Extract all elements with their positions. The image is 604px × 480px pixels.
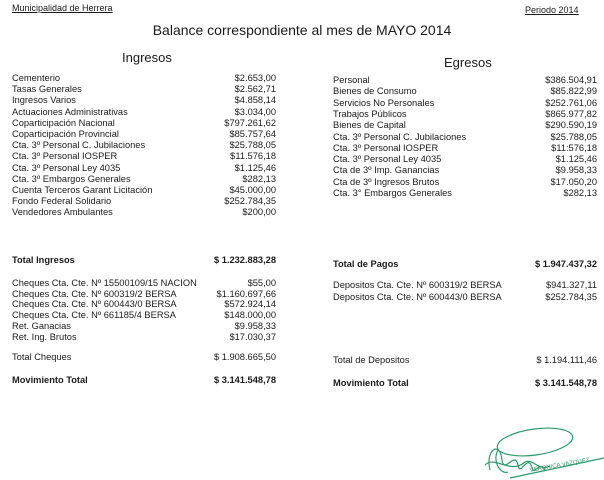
row-label: Bienes de Consumo (333, 86, 417, 97)
row-label: Depositos Cta. Cte. Nº 600443/0 BERSA (333, 291, 502, 302)
row-value: $ 1.194.111,46 (536, 355, 597, 365)
row-value: $252.784,35 (545, 291, 597, 302)
row-label: Movimiento Total (12, 375, 88, 385)
row-label: Cta. 3º Personal Ley 4035 (333, 154, 442, 165)
row-label: Cuenta Terceros Garant Licitación (12, 185, 153, 195)
row-label: Cta de 3º Imp. Ganancias (333, 165, 440, 176)
row-label: Cementerio (12, 73, 61, 83)
row-value: $4.858,14 (234, 95, 276, 106)
row-value: $282,13 (563, 188, 597, 198)
row-value: $2.562,71 (234, 84, 276, 95)
row-value: $282,13 (242, 173, 276, 184)
row-label: Coparticipación Provincial (12, 129, 119, 139)
row-label: Movimiento Total (333, 378, 409, 388)
row-label: Actuaciones Administrativas (12, 106, 128, 117)
row-value: $ 1.947.437,32 (534, 259, 597, 269)
row-value: $941.327,11 (545, 280, 597, 290)
period-label: Periodo 2014 (525, 5, 579, 15)
signature-image: VERONICA VAZQUEZ (484, 427, 604, 479)
row-label: Cta. 3º Personal C. Jubilaciones (333, 131, 467, 142)
row-value: $45.000,00 (229, 185, 276, 195)
row-value: $200,00 (242, 207, 276, 218)
row-label: Ingresos Varios (12, 95, 76, 106)
row-value: $11.576,18 (230, 151, 276, 162)
svg-text:VERONICA VAZQUEZ: VERONICA VAZQUEZ (529, 457, 590, 473)
row-label: Cta. 3º Personal C. Jubilaciones (12, 140, 146, 151)
row-label: Cheques Cta. Cte. Nº 600319/2 BERSA (12, 288, 177, 299)
row-value: $11:576,18 (551, 142, 597, 153)
row-value: $17.050,20 (550, 176, 597, 187)
row-value: $797.261,62 (224, 117, 276, 128)
row-value: $25.788,05 (550, 131, 597, 142)
row-label: Bienes de Capital (333, 120, 406, 131)
row-label: Personal (333, 75, 370, 85)
row-label: Total de Pagos (333, 259, 399, 269)
row-label: Fondo Federal Solidario (12, 196, 112, 207)
row-label: Depositos Cta. Cte. Nº 600319/2 BERSA (333, 280, 502, 290)
document-title: Balance correspondiente al mes de MAYO 2… (152, 22, 452, 38)
row-label: Cta. 3º Personal IOSPER (333, 142, 439, 153)
row-value: $252.784,35 (224, 196, 276, 207)
row-value: $9.958,33 (555, 165, 597, 176)
row-label: Cheques Cta. Cte. Nº 15500109/15 NACION (12, 278, 197, 288)
row-label: Cheques Cta. Cte. Nº 600443/0 BERSA (12, 299, 177, 310)
row-label: Coparticipación Nacional (12, 117, 115, 128)
row-label: Trabajos Públicos (333, 108, 407, 119)
row-value: $3.034,00 (234, 106, 276, 117)
row-value: $ 3.141.548,78 (213, 375, 276, 385)
row-value: $ 3.141.548,78 (534, 378, 597, 388)
row-value: $572.924,14 (224, 299, 276, 310)
row-value: $ 1.908.665,50 (213, 352, 276, 362)
row-label: Total Ingresos (12, 255, 75, 265)
row-value: $85.757,64 (229, 129, 276, 139)
row-value: $9.958,33 (234, 320, 276, 331)
row-value: $1.160.697,66 (216, 288, 276, 299)
row-label: Cheques Cta. Cte. Nº 661185/4 BERSA (12, 310, 176, 321)
row-label: Total Cheques (12, 352, 72, 362)
row-label: Tasas Generales (12, 84, 82, 95)
row-label: Servicios No Personales (333, 97, 435, 108)
row-value: $1.125,46 (555, 154, 597, 165)
municipality-name: Municipalidad de Herrera (12, 3, 113, 13)
row-value: $17.030,37 (229, 331, 276, 342)
row-label: Ret. Ganacias (12, 320, 71, 331)
row-label: Cta. 3º Personal Ley 4035 (12, 162, 121, 173)
row-label: Cta. 3° Embargos Generales (333, 188, 452, 198)
row-value: $386.504,91 (545, 75, 597, 85)
row-label: Vendedores Ambulantes (12, 207, 113, 218)
row-value: $55,00 (247, 278, 276, 288)
row-value: $1.125,46 (234, 162, 276, 173)
row-label: Ret. Ing. Brutos (12, 331, 77, 342)
row-value: $148.000,00 (224, 310, 276, 321)
row-value: $2.653,00 (234, 73, 276, 83)
row-value: $ 1.232.883,28 (213, 255, 276, 265)
row-label: Cta de 3º Ingresos Brutos (333, 176, 440, 187)
row-value: $865.977,82 (545, 108, 597, 119)
row-label: Cta. 3º Embargos Generales (12, 173, 131, 184)
row-value: $25.788,05 (229, 140, 276, 151)
row-label: Cta. 3º Personal IOSPER (12, 151, 118, 162)
row-label: Total de Depositos (333, 355, 410, 365)
row-value: $290.590,19 (545, 120, 597, 131)
ingresos-heading: Ingresos (122, 50, 172, 65)
row-value: $85.822,99 (550, 86, 597, 97)
row-value: $252.761,06 (545, 97, 597, 108)
egresos-heading: Egresos (444, 55, 492, 70)
